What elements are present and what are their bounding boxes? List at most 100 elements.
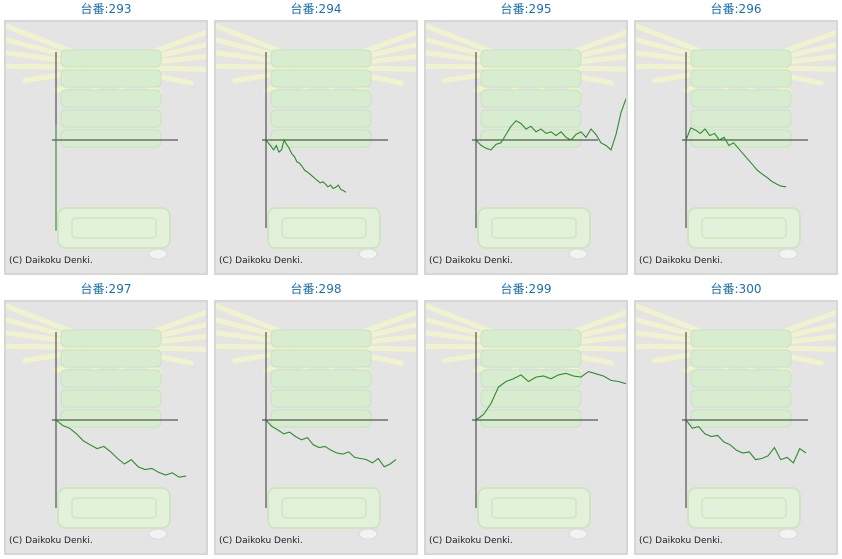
dish-shape [57, 487, 171, 529]
tray-shape [690, 69, 792, 88]
dish-inner [281, 217, 367, 239]
copyright-label: (C) Daikoku Denki. [9, 536, 93, 546]
tray-shape [270, 409, 372, 428]
tray-shape [270, 49, 372, 68]
machine-panel-298[interactable]: 台番:298 (C) Daikoku Denki. [214, 280, 418, 558]
tray-shape [690, 389, 792, 408]
dish-inner [491, 497, 577, 519]
dish-shape [267, 207, 381, 249]
machine-panel-295[interactable]: 台番:295 (C) Daikoku Denki. [424, 0, 628, 278]
tray-shape [690, 129, 792, 148]
payout-chart [636, 23, 836, 260]
copyright-label: (C) Daikoku Denki. [429, 256, 513, 266]
tray-shape [60, 329, 162, 348]
chart-frame: (C) Daikoku Denki. [4, 20, 208, 275]
background-illustration [636, 23, 836, 260]
payout-chart [426, 23, 626, 260]
tray-shape [690, 349, 792, 368]
tray-shape [60, 409, 162, 428]
copyright-label: (C) Daikoku Denki. [219, 536, 303, 546]
dish-shape [267, 487, 381, 529]
chart-frame: (C) Daikoku Denki. [634, 20, 838, 275]
tray-shape [270, 329, 372, 348]
tray-shape [270, 109, 372, 128]
coin-shape [358, 248, 378, 260]
copyright-label: (C) Daikoku Denki. [219, 256, 303, 266]
coin-shape [568, 528, 588, 540]
background-illustration [216, 303, 416, 540]
machine-title[interactable]: 台番:293 [80, 2, 132, 16]
machine-panel-300[interactable]: 台番:300 (C) Daikoku Denki. [634, 280, 838, 558]
tray-shape [270, 369, 372, 388]
dish-inner [71, 217, 157, 239]
tray-shape [480, 329, 582, 348]
tray-shape [480, 389, 582, 408]
dish-inner [701, 217, 787, 239]
tray-shape [690, 409, 792, 428]
machine-panel-294[interactable]: 台番:294 (C) Daikoku Denki. [214, 0, 418, 278]
machine-panel-293[interactable]: 台番:293 (C) Daikoku Denki. [4, 0, 208, 278]
machine-title[interactable]: 台番:296 [710, 2, 762, 16]
chart-frame: (C) Daikoku Denki. [424, 300, 628, 555]
background-illustration [636, 303, 836, 540]
machine-title[interactable]: 台番:295 [500, 2, 552, 16]
coin-shape [778, 528, 798, 540]
tray-shape [480, 49, 582, 68]
coin-shape [358, 528, 378, 540]
background-illustration [6, 23, 206, 260]
tray-shape [480, 369, 582, 388]
payout-chart [426, 303, 626, 540]
dish-shape [477, 487, 591, 529]
tray-shape [60, 89, 162, 108]
chart-frame: (C) Daikoku Denki. [214, 20, 418, 275]
machine-panel-299[interactable]: 台番:299 (C) Daikoku Denki. [424, 280, 628, 558]
payout-line [475, 370, 626, 421]
dish-shape [687, 207, 801, 249]
tray-shape [690, 89, 792, 108]
chart-frame: (C) Daikoku Denki. [634, 300, 838, 555]
dish-shape [687, 487, 801, 529]
tray-shape [690, 49, 792, 68]
payout-chart [6, 23, 206, 260]
tray-shape [480, 349, 582, 368]
tray-shape [60, 129, 162, 148]
tray-shape [480, 109, 582, 128]
tray-shape [60, 349, 162, 368]
tray-shape [480, 409, 582, 428]
payout-line [685, 419, 807, 464]
payout-line [55, 419, 187, 478]
dish-inner [701, 497, 787, 519]
payout-chart [6, 303, 206, 540]
machine-title[interactable]: 台番:294 [290, 2, 342, 16]
background-illustration [426, 303, 626, 540]
tray-shape [690, 369, 792, 388]
coin-shape [148, 248, 168, 260]
chart-frame: (C) Daikoku Denki. [424, 20, 628, 275]
machine-panel-296[interactable]: 台番:296 (C) Daikoku Denki. [634, 0, 838, 278]
machine-title[interactable]: 台番:300 [710, 282, 762, 296]
payout-line [265, 419, 397, 468]
dish-shape [57, 207, 171, 249]
dish-shape [477, 207, 591, 249]
dish-inner [71, 497, 157, 519]
tray-shape [60, 49, 162, 68]
tray-shape [60, 389, 162, 408]
tray-shape [690, 109, 792, 128]
machine-title[interactable]: 台番:298 [290, 282, 342, 296]
background-illustration [216, 23, 416, 260]
payout-chart [216, 23, 416, 260]
dish-inner [491, 217, 577, 239]
machine-panel-297[interactable]: 台番:297 (C) Daikoku Denki. [4, 280, 208, 558]
copyright-label: (C) Daikoku Denki. [639, 256, 723, 266]
tray-shape [270, 89, 372, 108]
copyright-label: (C) Daikoku Denki. [9, 256, 93, 266]
tray-shape [60, 69, 162, 88]
chart-frame: (C) Daikoku Denki. [4, 300, 208, 555]
payout-line [685, 127, 787, 188]
payout-chart [636, 303, 836, 540]
machine-title[interactable]: 台番:297 [80, 282, 132, 296]
copyright-label: (C) Daikoku Denki. [639, 536, 723, 546]
tray-shape [480, 69, 582, 88]
machine-title[interactable]: 台番:299 [500, 282, 552, 296]
